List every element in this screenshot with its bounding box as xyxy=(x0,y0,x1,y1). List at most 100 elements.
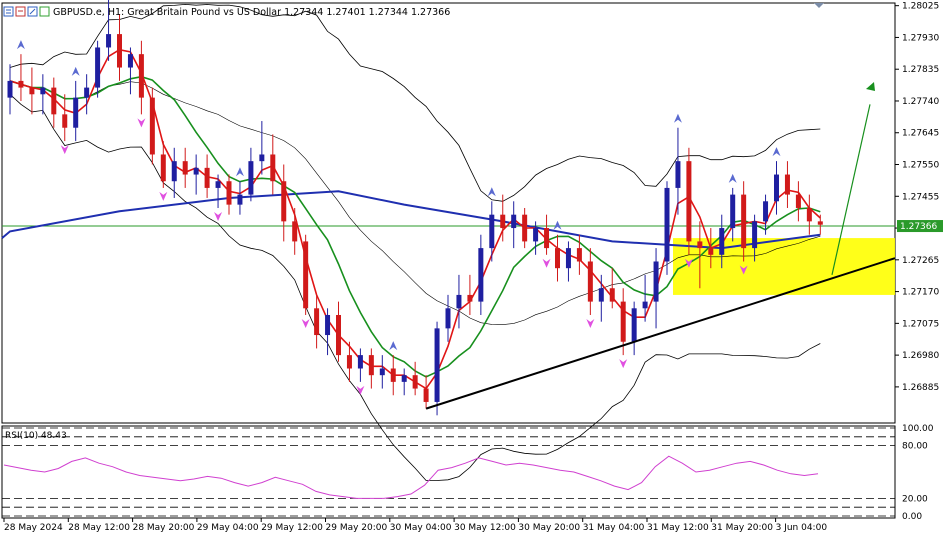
candle xyxy=(576,234,582,275)
candlesticks xyxy=(7,0,823,416)
menu-icon[interactable] xyxy=(3,6,14,17)
price-tick-label: 1.27930 xyxy=(902,33,939,43)
candle-body xyxy=(401,375,407,382)
rsi-level-label: 100.00 xyxy=(902,424,934,434)
candle xyxy=(664,181,670,275)
candle-body xyxy=(62,114,68,128)
rsi-level-label: 80.00 xyxy=(902,442,928,452)
candle-body xyxy=(609,288,615,302)
candle-body xyxy=(784,174,790,195)
candle-body xyxy=(795,194,801,208)
candle-body xyxy=(303,241,309,309)
candle xyxy=(445,294,451,342)
symbol-description: Great Britain Pound vs US Dollar xyxy=(127,7,281,18)
candle-body xyxy=(817,221,823,225)
candle xyxy=(401,368,407,396)
rsi-label: RSI(10) 48.43 xyxy=(5,431,67,441)
price-tick-label: 1.26980 xyxy=(902,351,939,361)
candle-body xyxy=(730,194,736,229)
candle-body xyxy=(587,261,593,302)
time-tick-label: 31 May 20:00 xyxy=(711,523,773,533)
candle-body xyxy=(117,34,122,68)
fractal-up-icon xyxy=(673,113,682,123)
candle xyxy=(248,147,254,202)
fractal-up-icon xyxy=(235,167,244,177)
candle xyxy=(609,268,615,309)
candle-body xyxy=(237,194,243,205)
candle-body xyxy=(336,314,341,356)
candle xyxy=(204,154,210,198)
candle xyxy=(675,127,681,215)
time-tick-label: 28 May 20:00 xyxy=(133,523,195,533)
candle xyxy=(511,201,517,249)
fractal-down-icon xyxy=(301,318,310,328)
candle-body xyxy=(555,248,560,269)
candle-body xyxy=(314,308,320,336)
rsi-panel-frame xyxy=(1,425,896,519)
candle-body xyxy=(248,161,254,195)
fractal-down-icon xyxy=(542,258,551,268)
candle xyxy=(314,294,320,349)
price-tick-label: 1.28025 xyxy=(902,2,939,12)
candle xyxy=(544,214,550,255)
candle xyxy=(106,0,112,61)
candle-body xyxy=(445,308,451,329)
time-tick-label: 28 May 12:00 xyxy=(68,523,130,533)
candle-body xyxy=(741,194,747,249)
candle xyxy=(95,40,101,98)
price-tick-label: 1.27265 xyxy=(902,256,939,266)
fractal-up-icon xyxy=(71,66,80,76)
candle xyxy=(193,154,199,195)
price-axis: 1.28025 1.27930 1.27835 1.27740 1.27645 1.275… xyxy=(895,2,943,393)
candle xyxy=(84,74,90,115)
current-price-label: 1.27366 xyxy=(900,222,937,232)
candle-body xyxy=(106,34,112,48)
bollinger-upper xyxy=(9,3,821,202)
trendlines[interactable] xyxy=(425,82,896,410)
candle-body xyxy=(631,308,637,342)
candle-body xyxy=(664,187,670,262)
candle xyxy=(620,288,626,356)
time-tick-label: 30 May 12:00 xyxy=(454,523,516,533)
candle xyxy=(117,14,122,81)
indicator-icon[interactable] xyxy=(39,6,50,17)
candle xyxy=(565,241,571,282)
rsi-level-label: 0.00 xyxy=(902,512,922,522)
candle xyxy=(434,321,440,416)
candle-body xyxy=(204,167,210,188)
price-tick-label: 1.27645 xyxy=(902,129,939,139)
candle xyxy=(752,214,758,262)
time-tick-label: 29 May 04:00 xyxy=(197,523,259,533)
scroll-marker-icon[interactable] xyxy=(814,3,824,8)
candle xyxy=(62,94,68,142)
candle xyxy=(18,54,24,101)
candle-body xyxy=(138,54,144,98)
candle xyxy=(555,234,560,282)
candle xyxy=(806,194,812,235)
candle xyxy=(598,274,604,322)
candle xyxy=(522,207,528,249)
candle-body xyxy=(7,80,13,98)
price-tick-label: 1.26885 xyxy=(902,383,939,393)
candle-body xyxy=(697,241,703,249)
candle xyxy=(784,161,790,208)
candle xyxy=(259,121,265,175)
candle-body xyxy=(281,181,287,222)
fractal-down-icon xyxy=(356,385,365,395)
candle xyxy=(226,174,232,215)
candle-body xyxy=(511,214,517,229)
candle xyxy=(719,214,725,269)
candle xyxy=(467,274,473,315)
candle-body xyxy=(95,47,101,88)
candle-body xyxy=(149,97,155,155)
symbol-label: GBPUSD.e xyxy=(53,7,102,18)
candle-body xyxy=(182,161,188,175)
candle xyxy=(686,147,692,255)
time-tick-label: 28 May 2024 xyxy=(4,523,63,533)
ohlc-readout: 1.27344 1.27401 1.27344 1.27366 xyxy=(284,7,450,18)
candle-body xyxy=(774,174,779,202)
candle-body xyxy=(160,154,166,182)
candle-body xyxy=(675,161,681,188)
candle xyxy=(423,375,429,409)
